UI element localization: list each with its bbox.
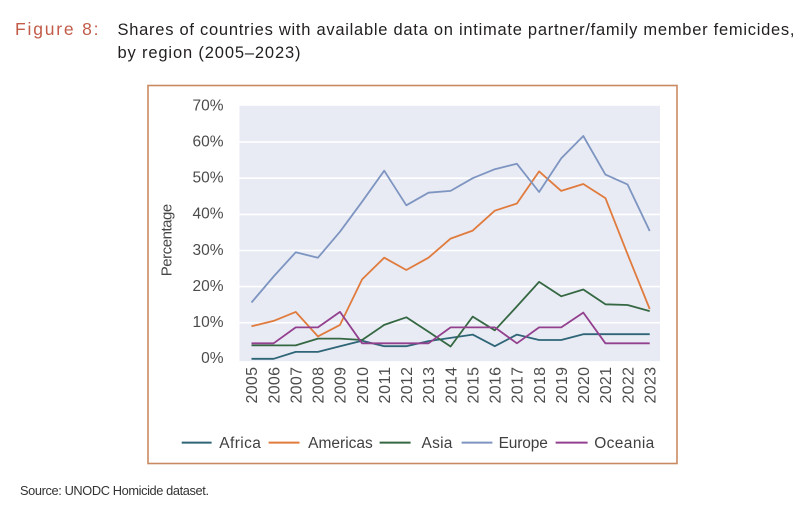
svg-text:Oceania: Oceania: [594, 435, 654, 452]
svg-text:50%: 50%: [192, 170, 223, 187]
svg-text:2020: 2020: [576, 367, 593, 404]
svg-text:2006: 2006: [266, 367, 283, 404]
svg-text:Europe: Europe: [499, 435, 548, 452]
svg-text:2008: 2008: [311, 367, 328, 404]
svg-text:10%: 10%: [192, 314, 223, 331]
svg-text:2012: 2012: [399, 367, 416, 404]
svg-text:40%: 40%: [192, 206, 223, 223]
svg-text:Americas: Americas: [308, 435, 373, 452]
svg-text:2016: 2016: [488, 367, 505, 404]
svg-text:Figure 8:: Figure 8:: [15, 19, 99, 39]
svg-text:60%: 60%: [192, 134, 223, 151]
svg-text:2011: 2011: [377, 367, 394, 404]
svg-text:20%: 20%: [192, 278, 223, 295]
svg-text:2017: 2017: [510, 367, 527, 404]
svg-text:2018: 2018: [532, 367, 549, 404]
svg-text:2015: 2015: [466, 367, 483, 404]
svg-text:2007: 2007: [289, 367, 306, 404]
svg-text:Shares of countries with avail: Shares of countries with available data …: [118, 21, 795, 39]
svg-text:2023: 2023: [642, 367, 659, 404]
svg-text:Source: UNODC Homicide dataset: Source: UNODC Homicide dataset.: [20, 483, 209, 498]
svg-text:2013: 2013: [421, 367, 438, 404]
svg-text:2009: 2009: [333, 367, 350, 404]
svg-text:2019: 2019: [554, 367, 571, 404]
svg-text:2014: 2014: [443, 367, 460, 404]
svg-text:0%: 0%: [201, 350, 224, 367]
svg-text:Asia: Asia: [422, 435, 453, 452]
svg-text:30%: 30%: [192, 242, 223, 259]
svg-text:2021: 2021: [598, 367, 615, 404]
svg-text:Percentage: Percentage: [158, 204, 175, 277]
svg-text:2022: 2022: [620, 367, 637, 404]
svg-text:70%: 70%: [192, 97, 223, 114]
svg-text:2005: 2005: [244, 367, 261, 404]
svg-text:Africa: Africa: [219, 435, 261, 452]
svg-text:by region (2005–2023): by region (2005–2023): [118, 44, 301, 62]
svg-text:2010: 2010: [355, 367, 372, 404]
